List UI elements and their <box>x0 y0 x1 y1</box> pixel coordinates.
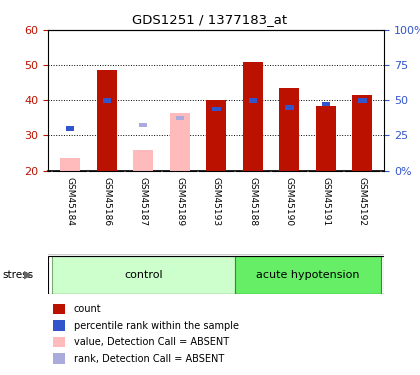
Text: GSM45187: GSM45187 <box>139 177 148 226</box>
Text: acute hypotension: acute hypotension <box>256 270 360 280</box>
Text: GSM45186: GSM45186 <box>102 177 111 226</box>
Text: control: control <box>124 270 163 280</box>
Text: GSM45189: GSM45189 <box>175 177 184 226</box>
Bar <box>285 105 294 110</box>
Bar <box>139 123 147 127</box>
Text: value, Detection Call = ABSENT: value, Detection Call = ABSENT <box>74 337 228 347</box>
Text: GSM45184: GSM45184 <box>66 177 75 225</box>
Bar <box>133 150 153 171</box>
Text: rank, Detection Call = ABSENT: rank, Detection Call = ABSENT <box>74 354 224 364</box>
Bar <box>322 102 330 106</box>
Text: stress: stress <box>2 270 33 280</box>
Text: GSM45193: GSM45193 <box>212 177 221 226</box>
Bar <box>212 107 220 111</box>
Text: GSM45190: GSM45190 <box>285 177 294 226</box>
Text: GSM45192: GSM45192 <box>358 177 367 225</box>
Bar <box>170 112 190 171</box>
Text: GDS1251 / 1377183_at: GDS1251 / 1377183_at <box>132 13 288 26</box>
Text: count: count <box>74 304 101 315</box>
Bar <box>234 256 381 294</box>
Text: percentile rank within the sample: percentile rank within the sample <box>74 321 239 331</box>
Bar <box>52 256 234 294</box>
Bar <box>66 126 74 131</box>
Bar <box>97 70 117 171</box>
Bar <box>352 95 373 171</box>
Text: ▶: ▶ <box>24 270 33 280</box>
Text: GSM45191: GSM45191 <box>321 177 331 226</box>
Bar <box>60 158 80 171</box>
Bar <box>249 98 257 103</box>
Bar <box>316 106 336 171</box>
Bar <box>102 98 111 103</box>
Bar <box>358 98 367 103</box>
Text: GSM45188: GSM45188 <box>248 177 257 226</box>
Bar <box>176 116 184 120</box>
Bar <box>243 62 263 171</box>
Bar <box>279 88 299 171</box>
Bar <box>206 100 226 171</box>
